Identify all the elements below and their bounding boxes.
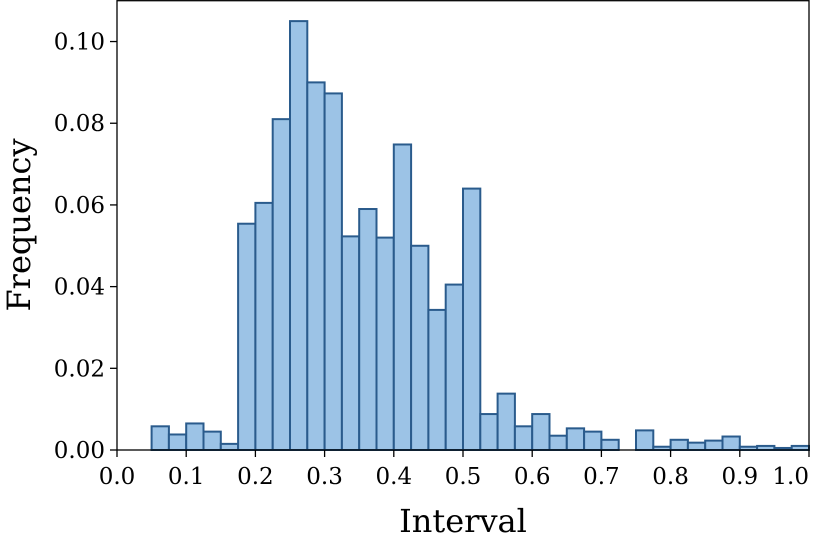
- histogram-bar: [306, 81, 326, 451]
- y-tick-label: 0.00: [54, 438, 105, 464]
- x-tick-label: 0.3: [306, 464, 343, 490]
- x-axis: 0.0 0.1 0.2 0.3 0.4 0.5 0.6 0.7 0.8 0.9 1.0: [99, 450, 810, 490]
- y-tick-label: 0.08: [54, 111, 105, 137]
- histogram-bar: [669, 438, 689, 452]
- x-axis-label: Interval: [399, 502, 527, 540]
- histogram-bar: [444, 283, 465, 451]
- x-tick-label: 0.6: [514, 464, 551, 490]
- x-tick-label: 0.9: [722, 464, 759, 490]
- histogram-bar: [150, 425, 170, 451]
- y-axis-label: Frequency: [0, 138, 38, 311]
- histogram-bar: [721, 435, 741, 451]
- histogram-bar: [254, 201, 274, 451]
- histogram-bar: [686, 441, 707, 451]
- histogram-bar: [202, 430, 222, 451]
- histogram-bar: [635, 429, 655, 452]
- histogram-bar: [340, 235, 361, 451]
- y-tick-label: 0.06: [54, 193, 105, 219]
- histogram-bar: [548, 434, 568, 452]
- histogram-bar: [583, 430, 603, 451]
- y-tick-label: 0.02: [54, 356, 105, 382]
- histogram-bar: [167, 433, 188, 452]
- x-tick-label: 1.0: [772, 464, 809, 490]
- y-axis: 0.00 0.02 0.04 0.06 0.08 0.10: [54, 30, 117, 464]
- histogram-bar: [410, 244, 430, 451]
- histogram-bar: [219, 442, 240, 451]
- histogram-bar: [392, 143, 413, 451]
- x-tick-label: 0.8: [652, 464, 689, 490]
- histogram-bar: [375, 236, 395, 451]
- bars-group: [150, 20, 811, 452]
- y-tick-label: 0.10: [54, 30, 105, 56]
- x-tick-label: 0.1: [168, 464, 205, 490]
- histogram-bar: [271, 118, 292, 452]
- histogram-bar: [358, 208, 378, 451]
- histogram-bar: [600, 438, 620, 452]
- histogram-bar: [704, 439, 724, 451]
- histogram-bar: [427, 308, 447, 451]
- histogram-bar: [185, 422, 205, 452]
- histogram-bar: [237, 222, 257, 451]
- histogram-bar: [479, 413, 499, 451]
- x-tick-label: 0.7: [583, 464, 620, 490]
- x-tick-label: 0.5: [445, 464, 482, 490]
- histogram-bar: [513, 425, 534, 451]
- histogram-bar: [565, 427, 586, 452]
- x-tick-label: 0.4: [376, 464, 413, 490]
- x-tick-label: 0.0: [99, 464, 136, 490]
- histogram-bar: [496, 392, 516, 452]
- histogram-bar: [289, 20, 309, 452]
- x-tick-label: 0.2: [237, 464, 274, 490]
- histogram-bar: [531, 413, 551, 451]
- histogram-bar: [323, 92, 343, 451]
- histogram-bar: [462, 187, 482, 451]
- y-tick-label: 0.04: [54, 275, 105, 301]
